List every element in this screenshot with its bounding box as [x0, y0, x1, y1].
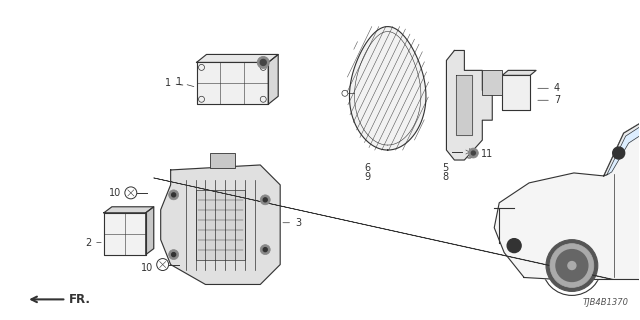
Circle shape — [169, 250, 179, 260]
Circle shape — [550, 244, 594, 287]
Polygon shape — [104, 213, 146, 255]
Polygon shape — [104, 207, 154, 213]
Polygon shape — [456, 76, 472, 135]
Text: 10: 10 — [109, 188, 121, 198]
Circle shape — [260, 60, 266, 65]
Polygon shape — [268, 54, 278, 104]
Text: 10: 10 — [140, 262, 153, 273]
Text: TJB4B1370: TJB4B1370 — [582, 298, 628, 307]
Polygon shape — [146, 207, 154, 255]
Circle shape — [263, 248, 268, 252]
Text: 1: 1 — [164, 78, 183, 88]
Polygon shape — [494, 116, 640, 285]
Polygon shape — [607, 121, 640, 175]
Text: FR.: FR. — [31, 293, 91, 306]
Circle shape — [556, 250, 588, 282]
Polygon shape — [161, 165, 280, 284]
Text: 5: 5 — [442, 163, 449, 173]
Polygon shape — [502, 76, 530, 110]
Circle shape — [568, 261, 576, 269]
Text: 1: 1 — [175, 77, 194, 87]
Circle shape — [172, 193, 175, 197]
Bar — [211, 153, 236, 168]
Text: 4: 4 — [538, 83, 560, 93]
Text: 8: 8 — [442, 172, 449, 182]
Text: 9: 9 — [365, 172, 371, 182]
Polygon shape — [196, 54, 278, 62]
Polygon shape — [604, 116, 640, 180]
Circle shape — [507, 239, 521, 252]
Text: 11: 11 — [481, 149, 493, 159]
Circle shape — [169, 190, 179, 200]
Circle shape — [468, 148, 478, 158]
Circle shape — [172, 252, 175, 257]
Polygon shape — [349, 27, 426, 150]
Polygon shape — [196, 62, 268, 104]
Text: 6: 6 — [365, 163, 371, 173]
Circle shape — [546, 240, 598, 292]
Polygon shape — [447, 51, 492, 160]
Text: 3: 3 — [283, 218, 301, 228]
Text: 2: 2 — [85, 238, 101, 248]
Bar — [196, 190, 245, 260]
Bar — [483, 70, 502, 95]
Circle shape — [260, 195, 270, 205]
Circle shape — [260, 244, 270, 255]
Circle shape — [471, 151, 476, 155]
Circle shape — [263, 198, 268, 202]
Circle shape — [612, 147, 625, 159]
Text: 7: 7 — [538, 95, 560, 105]
Polygon shape — [502, 70, 536, 76]
Circle shape — [257, 56, 269, 68]
